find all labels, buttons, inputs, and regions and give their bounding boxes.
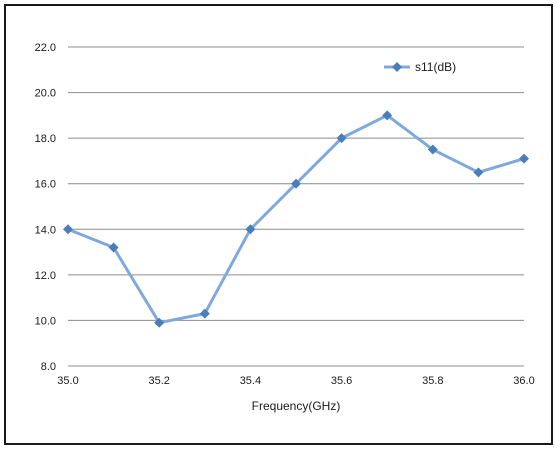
series-s11 (63, 110, 529, 328)
legend-label: s11(dB) (415, 60, 456, 74)
data-point-35.3 (199, 308, 210, 319)
gridlines (68, 46, 524, 321)
data-point-35.4 (245, 224, 256, 235)
x-tick-35.4: 35.4 (240, 375, 261, 387)
legend-marker (392, 62, 402, 72)
y-tick-20.0: 20.0 (35, 88, 56, 100)
x-tick-35.0: 35.0 (57, 375, 78, 387)
x-tick-35.6: 35.6 (331, 375, 352, 387)
chart-frame (4, 4, 553, 445)
data-point-35.6 (336, 133, 347, 144)
x-tick-35.2: 35.2 (148, 375, 169, 387)
data-point-35.0 (63, 224, 73, 235)
series-line (67, 113, 525, 325)
y-tick-10.0: 10.0 (35, 315, 56, 327)
data-point-36.0 (519, 153, 529, 164)
data-point-35.7 (382, 110, 393, 121)
y-tick-22.0: 22.0 (35, 42, 56, 54)
x-tick-35.8: 35.8 (422, 375, 443, 387)
data-point-35.2 (154, 317, 165, 328)
data-point-35.1 (108, 242, 119, 253)
data-point-35.9 (473, 167, 484, 178)
x-axis-title: Frequency(GHz) (252, 399, 341, 413)
x-tick-36.0: 36.0 (513, 375, 534, 387)
y-tick-16.0: 16.0 (35, 179, 56, 191)
y-tick-8.0: 8.0 (41, 361, 56, 373)
y-tick-14.0: 14.0 (35, 224, 56, 236)
y-tick-labels: 8.0 10.0 12.0 14.0 16.0 18.0 20.0 22.0 (35, 42, 56, 373)
data-point-35.8 (427, 144, 438, 155)
y-tick-12.0: 12.0 (35, 270, 56, 282)
y-tick-18.0: 18.0 (35, 133, 56, 145)
x-tick-labels: 35.0 35.2 35.4 35.6 35.8 36.0 (57, 375, 534, 387)
data-point-35.5 (291, 178, 301, 189)
legend: s11(dB) (384, 60, 456, 74)
